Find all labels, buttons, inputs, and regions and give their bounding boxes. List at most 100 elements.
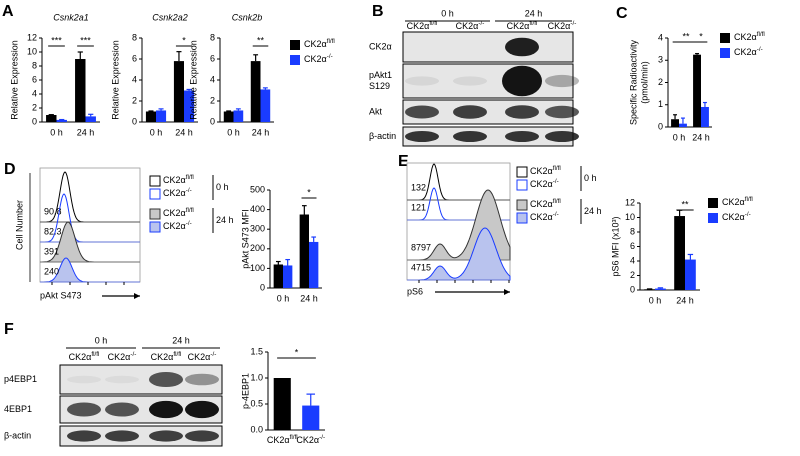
mfi-label: 121 (411, 202, 426, 212)
x-tick-label: 0 h (649, 295, 662, 305)
y-tick-label: 400 (250, 204, 265, 214)
flow-x-label: pS6 (407, 286, 423, 296)
y-tick-label: 8 (210, 32, 215, 42)
flow-y-label: Cell Number (14, 200, 24, 250)
blot-band (453, 130, 487, 143)
lane-label: CK2α-/- (456, 20, 485, 31)
label-base: CK2α (188, 352, 211, 362)
blot-band (453, 105, 487, 119)
legend-label: CK2αfl/fl (734, 31, 765, 42)
blot-band (453, 76, 487, 86)
legend-swatch (149, 188, 161, 200)
label-base: CK2α (456, 21, 479, 31)
legend-label: CK2α-/- (530, 211, 559, 222)
y-tick-label: 1.0 (250, 372, 263, 382)
x-tick-label: 24 h (175, 127, 193, 137)
y-tick-label: 0 (630, 284, 635, 294)
y-tick-label: 4 (630, 255, 635, 265)
y-axis-label: pAkt S473 MFI (240, 209, 250, 269)
panel-letter: B (372, 3, 384, 20)
mfi-label: 90.8 (44, 206, 62, 216)
legend-swatch (516, 212, 528, 224)
significance-label: ** (681, 199, 689, 209)
legend-swatch (149, 221, 161, 233)
bar (283, 265, 293, 288)
row-label: p4EBP1 (4, 374, 37, 384)
blot-band (149, 430, 183, 442)
blot-band (105, 402, 139, 417)
blot-band (405, 76, 439, 86)
blot-band (545, 105, 579, 119)
row-label: Akt (369, 106, 383, 116)
bar (302, 405, 320, 430)
label-sup: fl/fl (429, 20, 437, 27)
y-tick-label: 2 (132, 95, 137, 105)
label-sup: -/- (553, 178, 559, 185)
y-tick-label: 4 (132, 74, 137, 84)
y-tick-label: 1 (658, 99, 663, 109)
y-tick-label: 8 (132, 32, 137, 42)
y-tick-label: 500 (250, 184, 265, 194)
group-label: 24 h (584, 206, 602, 216)
y-tick-label: 0 (132, 116, 137, 126)
y-tick-label: 8 (32, 60, 37, 70)
panel-letter: A (2, 3, 14, 20)
y-tick-label: 6 (32, 74, 37, 84)
label-base: CK2α (734, 32, 757, 42)
bar (85, 116, 96, 122)
panel-letter: E (398, 153, 409, 170)
blot-strip (402, 63, 574, 99)
label-base: CK2α (163, 208, 186, 218)
bar (655, 288, 666, 290)
mfi-label: 8797 (411, 242, 431, 252)
label-base: CK2α (722, 197, 745, 207)
legend-swatch (516, 179, 528, 191)
y-tick-label: 0 (210, 116, 215, 126)
group-label: 0 h (584, 173, 597, 183)
legend-swatch (149, 175, 161, 187)
blot-band (105, 375, 139, 384)
y-axis-label: Relative Expression (188, 40, 198, 120)
bar (299, 214, 309, 288)
y-tick-label: 10 (27, 46, 37, 56)
blot-band (545, 74, 579, 88)
blot-header: 0 h (441, 8, 454, 18)
bar (273, 378, 291, 430)
legend-swatch (708, 213, 718, 223)
x-tick-label: 24 h (692, 132, 710, 142)
blot-band (149, 371, 183, 388)
row-label: 4EBP1 (4, 404, 32, 414)
bar (671, 119, 679, 127)
blot-header: 24 h (172, 335, 190, 345)
blot-band (505, 105, 539, 119)
label-sup: fl/fl (186, 174, 194, 181)
label-sup: fl/fl (553, 198, 561, 205)
bar (75, 59, 86, 122)
mfi-label: 391 (44, 246, 59, 256)
blot-strip (59, 364, 223, 395)
lane-label: CK2α-/- (188, 351, 217, 362)
label-base: CK2α (548, 21, 571, 31)
blot-band (505, 130, 539, 143)
bar (184, 90, 195, 122)
significance-label: *** (51, 35, 62, 45)
blot-band (405, 105, 439, 119)
label-sup: -/- (745, 211, 751, 218)
bar (56, 119, 67, 122)
label-base: CK2α (722, 212, 745, 222)
label-base: CK2α (304, 39, 327, 49)
y-tick-label: 0 (32, 116, 37, 126)
label-line: S129 (369, 81, 390, 91)
legend-label: CK2α-/- (163, 220, 192, 231)
legend-swatch (708, 198, 718, 208)
y-tick-label: 4 (658, 32, 663, 42)
label-sup: -/- (478, 20, 484, 27)
label-sup: -/- (186, 220, 192, 227)
blot-band (67, 430, 101, 442)
chart-title: Csnk2a2 (152, 12, 188, 22)
legend-swatch (290, 55, 300, 65)
y-axis-label: Relative Expression (9, 40, 19, 120)
significance-label: * (182, 35, 186, 45)
label-sup: -/- (186, 187, 192, 194)
y-axis-label: Specific Radioactivity (628, 39, 638, 125)
